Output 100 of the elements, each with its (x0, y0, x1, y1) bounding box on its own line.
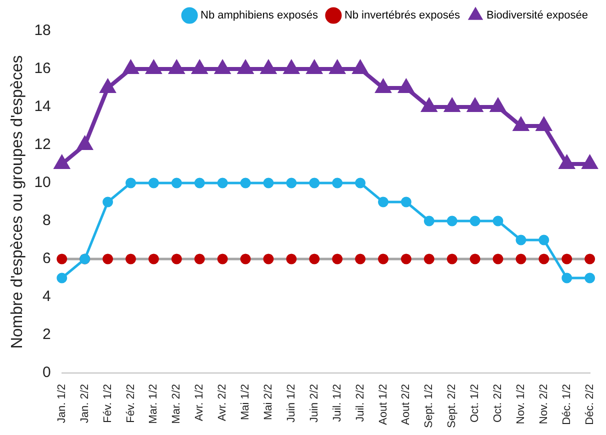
point (309, 254, 320, 264)
point (560, 156, 574, 169)
y-tick-label: 18 (34, 22, 51, 40)
legend-label: Nb amphibiens exposés (200, 10, 318, 22)
point (444, 98, 460, 112)
point (307, 60, 322, 74)
point (102, 196, 114, 208)
x-tick-label: Fév. 1/2 (102, 384, 114, 423)
point (584, 272, 596, 284)
point (286, 254, 297, 264)
x-tick-label: Avr. 1/2 (194, 384, 206, 422)
point (286, 178, 297, 188)
point (78, 136, 92, 150)
point (169, 60, 184, 74)
point (240, 178, 251, 188)
x-tick-label: Mai 2/2 (262, 384, 274, 420)
point (562, 272, 572, 284)
x-tick-label: Déc. 1/2 (560, 384, 573, 425)
point (125, 254, 136, 264)
x-tick-label: Juin 1/2 (285, 384, 298, 422)
point (584, 254, 596, 264)
point (400, 254, 412, 264)
x-tick-label: Juil. 1/2 (331, 384, 344, 422)
point (470, 216, 480, 226)
point (332, 254, 343, 264)
y-tick-label: 14 (34, 98, 51, 116)
y-tick-label: 4 (42, 288, 51, 306)
point (378, 254, 388, 264)
point (378, 196, 388, 208)
point (468, 98, 482, 112)
point (355, 254, 366, 264)
x-tick-label: Sept. 1/2 (423, 384, 436, 428)
x-tick-label: Mar. 2/2 (170, 384, 183, 424)
point (446, 216, 458, 226)
point (263, 178, 274, 188)
point (470, 254, 480, 264)
point (538, 254, 550, 264)
y-tick-label: 2 (42, 326, 51, 344)
x-tick-label: Sept. 2/2 (446, 384, 458, 428)
x-tick-label: Avr. 2/2 (216, 384, 229, 422)
point (124, 60, 138, 74)
y-tick-label: 0 (42, 364, 51, 382)
point (217, 254, 228, 264)
point (261, 60, 276, 74)
y-tick-label: 6 (42, 250, 51, 268)
point (263, 254, 274, 264)
x-tick-label: Nov. 2/2 (538, 384, 550, 424)
point (148, 254, 159, 264)
point (490, 98, 506, 112)
x-tick-label: Juin 2/2 (308, 384, 320, 422)
x-tick-label: Oct. 2/2 (492, 384, 504, 422)
point (146, 60, 161, 74)
point (492, 216, 504, 226)
point (492, 254, 504, 264)
x-tick-label: Déc. 2/2 (584, 384, 596, 425)
point (330, 60, 345, 74)
point (516, 234, 526, 246)
point (54, 156, 70, 169)
x-tick-label: Mar. 1/2 (148, 384, 160, 424)
point (194, 254, 205, 264)
point (424, 254, 434, 264)
legend-label: Nb invertébrés exposés (344, 10, 460, 22)
point (102, 254, 114, 264)
point (398, 80, 414, 93)
y-tick-label: 10 (34, 174, 51, 192)
point (148, 178, 159, 188)
x-tick-label: Nov. 1/2 (514, 384, 527, 424)
point (536, 118, 552, 131)
x-tick-label: Jan. 1/2 (56, 384, 68, 424)
y-tick-label: 16 (34, 60, 51, 78)
point (171, 254, 182, 264)
x-tick-label: Aout 2/2 (400, 384, 412, 425)
x-tick-label: Aout 1/2 (377, 384, 390, 425)
x-tick-label: Oct. 1/2 (469, 384, 482, 422)
point (514, 118, 528, 131)
x-tick-label: Jan. 2/2 (78, 384, 91, 424)
point (217, 178, 228, 188)
point (194, 178, 205, 188)
point (215, 60, 230, 74)
point (538, 234, 550, 246)
x-tick-label: Mai 1/2 (240, 384, 252, 420)
point (56, 272, 68, 284)
point (400, 196, 412, 208)
point (355, 178, 366, 188)
point (424, 216, 434, 226)
x-tick-label: Juil. 2/2 (354, 384, 366, 422)
point (353, 60, 368, 74)
point (125, 178, 136, 188)
point (516, 254, 526, 264)
point (422, 98, 436, 112)
point (376, 80, 390, 93)
point (284, 60, 299, 74)
point (240, 254, 251, 264)
y-tick-label: 12 (34, 136, 51, 154)
x-tick-label: Fév. 2/2 (124, 384, 137, 423)
y-axis-title: Nombre d'espèces ou groupes d'espèces (9, 55, 26, 349)
point (446, 254, 458, 264)
y-tick-label: 8 (42, 212, 51, 230)
point (192, 60, 207, 74)
point (582, 156, 597, 169)
